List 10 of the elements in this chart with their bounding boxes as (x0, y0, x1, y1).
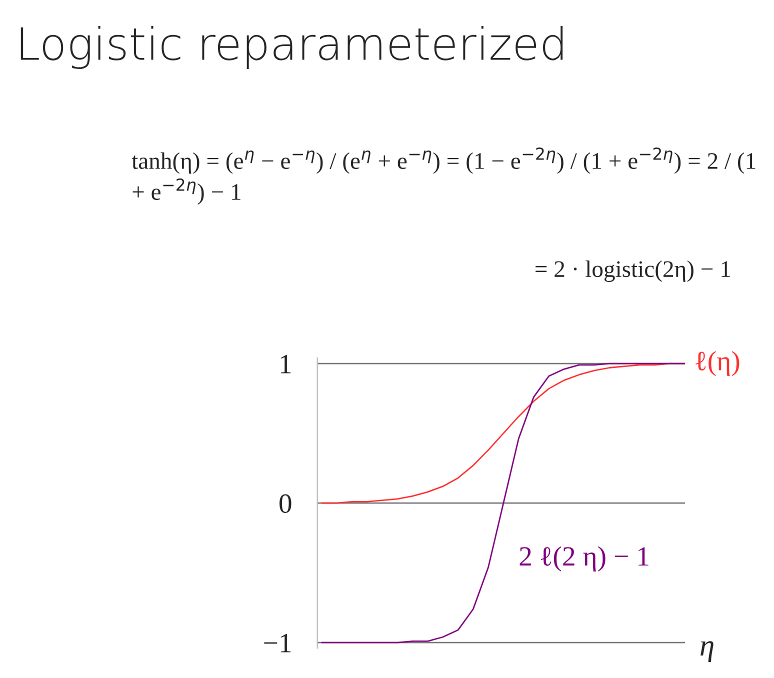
x-axis-title: η (700, 641, 714, 662)
line-series (321, 362, 685, 644)
y-tick-label: −1 (264, 634, 291, 652)
series-label: ℓ(η) (696, 350, 740, 376)
text: tanh(η) = (e$^{η}$ − e$^{−η}$) / (e$^{η}$ + e$^{−η}$) = (1 − e$^{−2η}$) / (1 + e$^{−2η}$) = 2 / (1 + e$^{−2η}$) − 1 (132, 147, 756, 205)
chart-title: Logistic reparameterized (20, 26, 563, 69)
text: = 2 · logistic(2η) − 1 (536, 260, 730, 282)
y-tick-label: 0 (280, 494, 292, 513)
series-label: 2 ℓ(2 η) − 1 (520, 546, 648, 572)
y-tick-label: 1 (280, 354, 291, 374)
